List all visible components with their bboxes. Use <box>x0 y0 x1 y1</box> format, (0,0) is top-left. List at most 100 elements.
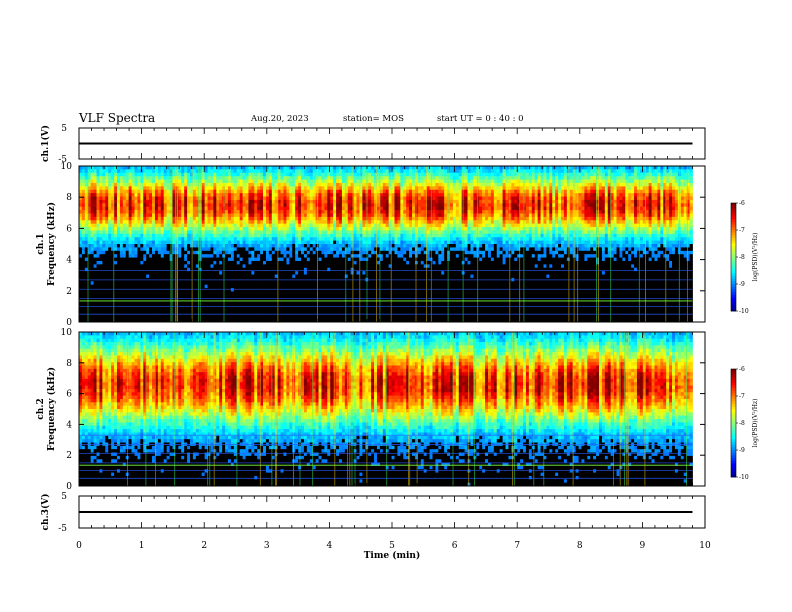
spectrogram-cell <box>131 305 135 309</box>
spectrogram-cell <box>93 179 97 184</box>
spectrogram-cell <box>385 203 390 208</box>
spectrogram-cell <box>201 247 206 252</box>
spectrogram-cell <box>116 210 121 214</box>
spectrogram-cell <box>295 166 299 170</box>
spectrogram-cell <box>163 250 168 255</box>
spectrogram-cell <box>353 311 357 316</box>
spectrogram-cell <box>298 223 302 228</box>
spectrogram-cell <box>321 291 325 296</box>
spectrogram-cell <box>230 186 235 191</box>
spectrogram-cell <box>227 182 232 187</box>
spectrogram-cell <box>309 216 314 221</box>
spectrogram-cell <box>114 189 118 194</box>
spectrogram-cell <box>178 240 182 245</box>
spectrogram-cell <box>265 264 270 269</box>
spectrogram-cell <box>292 318 296 323</box>
spectrogram-cell <box>152 250 156 255</box>
spectrogram-cell <box>149 271 153 275</box>
spectrogram-cell <box>336 213 340 218</box>
spectrogram-cell <box>114 210 118 214</box>
spectrogram-cell <box>195 244 200 248</box>
spectrogram-cell <box>271 318 276 323</box>
spectrogram-cell <box>265 308 270 313</box>
spectrogram-cell <box>146 230 150 235</box>
spectrogram-cell <box>219 210 223 214</box>
spectrogram-cell <box>374 281 378 286</box>
spectrogram-cell <box>195 254 200 258</box>
spectrogram-cell <box>131 298 135 303</box>
spectrogram-cell <box>154 189 159 194</box>
spectrogram-cell <box>306 271 311 275</box>
spectrogram-cell <box>131 230 135 235</box>
spectrogram-cell <box>245 216 249 221</box>
spectrogram-cell <box>79 206 83 211</box>
spectrogram-cell <box>149 301 153 306</box>
spectrogram-cell <box>362 247 366 252</box>
spectrogram-cell <box>125 189 130 194</box>
spectrogram-cell <box>257 189 261 194</box>
spectrogram-cell <box>385 213 390 218</box>
spectrogram-cell <box>128 193 132 197</box>
spectrogram-cell <box>286 213 290 218</box>
spectrogram-cell <box>268 301 273 306</box>
spectrogram-cell <box>137 298 141 303</box>
spectrogram-cell <box>122 288 127 292</box>
spectrogram-cell <box>87 274 92 279</box>
spectrogram-cell <box>254 230 258 235</box>
spectrogram-cell <box>190 206 194 211</box>
spectrogram-cell <box>157 305 162 309</box>
spectrogram-cell <box>289 281 293 286</box>
spectrogram-cell <box>236 250 241 255</box>
spectrogram-cell <box>154 223 159 228</box>
spectrogram-cell <box>102 244 106 248</box>
spectrogram-cell <box>359 254 363 258</box>
spectrogram-cell <box>181 294 185 299</box>
spectrogram-cell <box>163 305 168 309</box>
spectrogram-cell <box>219 271 223 275</box>
spectrogram-cell <box>81 227 86 231</box>
spectrogram-cell <box>388 318 392 323</box>
spectrogram-cell <box>251 220 255 225</box>
spectrogram-cell <box>152 254 156 258</box>
spectrogram-cell <box>333 250 337 255</box>
spectrogram-cell <box>242 193 246 197</box>
spectrogram-cell <box>391 172 395 177</box>
spectrogram-cell <box>116 223 121 228</box>
spectrogram-cell <box>376 281 381 286</box>
spectrogram-cell <box>172 193 176 197</box>
spectrogram-cell <box>181 311 185 316</box>
spectrogram-cell <box>362 237 366 242</box>
spectrogram-cell <box>204 196 208 201</box>
spectrogram-cell <box>339 315 343 320</box>
spectrogram-cell <box>312 179 317 184</box>
spectrogram-cell <box>330 189 334 194</box>
spectrogram-cell <box>137 210 141 214</box>
spectrogram-cell <box>268 176 273 180</box>
spectrogram-cell <box>286 264 290 269</box>
spectrogram-cell <box>391 254 395 258</box>
spectrogram-cell <box>265 172 270 177</box>
spectrogram-cell <box>225 166 229 170</box>
spectrogram-cell <box>114 318 118 323</box>
spectrogram-cell <box>134 172 138 177</box>
spectrogram-cell <box>227 315 232 320</box>
spectrogram-cell <box>306 182 311 187</box>
spectrogram-cell <box>359 176 363 180</box>
spectrogram-cell <box>359 288 363 292</box>
spectrogram-cell <box>274 288 279 292</box>
spectrogram-cell <box>371 298 375 303</box>
spectrogram-cell <box>350 254 354 258</box>
spectrogram-cell <box>330 213 334 218</box>
spectrogram-cell <box>356 311 360 316</box>
spectrogram-cell <box>260 318 264 323</box>
spectrogram-cell <box>187 237 191 242</box>
spectrogram-cell <box>157 237 162 242</box>
spectrogram-cell <box>260 216 264 221</box>
spectrogram-cell <box>260 166 264 170</box>
spectrogram-cell <box>184 315 188 320</box>
spectrogram-cell <box>233 223 238 228</box>
spectrogram-cell <box>289 169 293 174</box>
spectrogram-cell <box>344 267 349 272</box>
spectrogram-cell <box>181 199 185 204</box>
spectrogram-cell <box>280 301 284 306</box>
